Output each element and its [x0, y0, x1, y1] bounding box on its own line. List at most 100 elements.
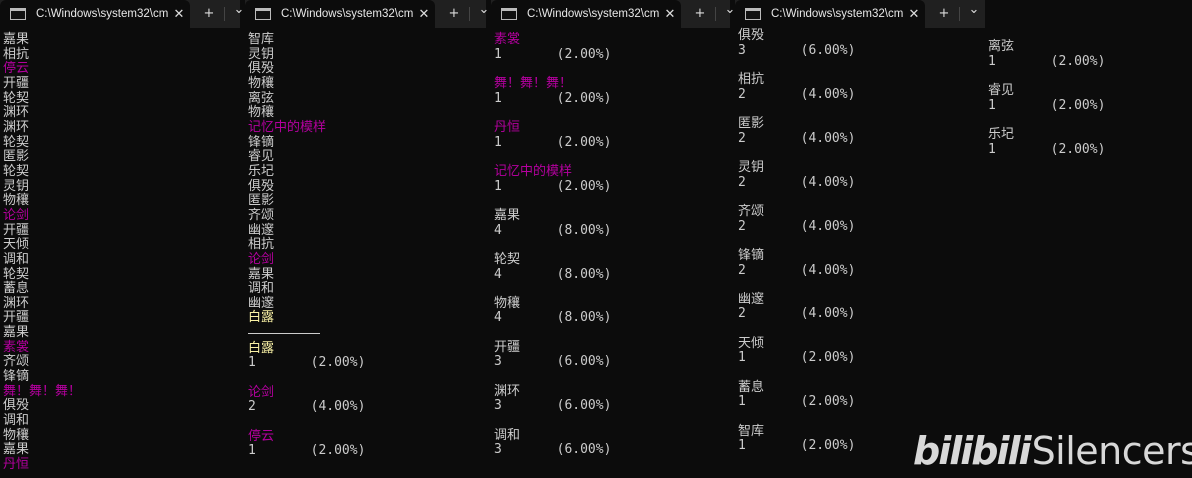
output-line: 匿影: [3, 149, 30, 165]
blank-line: [494, 62, 611, 77]
terminal-window: C:\Windows\system32\cmd.exe✕+⌄嘉果相抗停云开疆轮契…: [0, 0, 245, 478]
output-line: 幽邃: [248, 222, 275, 238]
tab-dropdown-button[interactable]: ⌄: [478, 2, 490, 17]
stat-count: 2 (4.00%): [738, 174, 856, 190]
new-tab-button[interactable]: +: [938, 6, 950, 21]
output-line: 轮契: [3, 163, 30, 179]
stat-name: 乐圮: [988, 126, 1015, 142]
tab-dropdown-button[interactable]: ⌄: [968, 2, 980, 17]
stat-count: 1 (2.00%): [248, 443, 366, 459]
blank-line: [738, 234, 855, 249]
close-tab-icon[interactable]: ✕: [418, 6, 430, 21]
tab-dropdown-button[interactable]: ⌄: [724, 2, 736, 17]
new-tab-button[interactable]: +: [203, 6, 215, 21]
terminal-icon: [501, 8, 517, 20]
output-line: 嘉果: [248, 266, 275, 282]
blank-line: [494, 414, 611, 429]
blank-line: [988, 69, 1105, 84]
output-line: 调和: [3, 251, 30, 267]
tab-cmd[interactable]: C:\Windows\system32\cmd.exe ✕: [735, 0, 925, 28]
blank-line: [988, 157, 1105, 172]
new-tab-button[interactable]: +: [694, 6, 706, 21]
blank-line: [494, 194, 611, 209]
separator-line: [248, 326, 320, 335]
tab-cmd[interactable]: C:\Windows\system32\cmd.exe ✕: [0, 0, 190, 28]
output-line: 轮契: [3, 90, 30, 106]
output-line: 相抗: [3, 46, 30, 62]
blank-line: [494, 106, 611, 121]
stat-name: 俱殁: [738, 28, 765, 43]
blank-line: [738, 58, 855, 73]
blank-line: [988, 113, 1105, 128]
stat-count: 1 (2.00%): [988, 97, 1106, 113]
stat-name: 智库: [738, 423, 765, 439]
output-line: 轮契: [3, 266, 30, 282]
stat-count: 1 (2.00%): [494, 134, 612, 150]
tab-cmd[interactable]: C:\Windows\system32\cmd.exe ✕: [491, 0, 681, 28]
output-line: 物穰: [248, 105, 275, 121]
bilibili-watermark: bilibiliSilencersn: [913, 428, 1192, 474]
output-line: 论剑: [248, 251, 275, 267]
output-line: 记忆中的模样: [248, 119, 327, 135]
stat-count: 1 (2.00%): [988, 141, 1106, 157]
blank-line: [738, 190, 855, 205]
blank-line: [738, 102, 855, 117]
terminal-window: 离弦 1 (2.00%) 睿见 1 (2.00%) 乐圮 1 (2.00%): [985, 0, 1192, 478]
stat-name: 灵钥: [738, 159, 765, 175]
output-line: 灵钥: [3, 178, 30, 194]
blank-line: [738, 410, 855, 425]
bilibili-logo: bilibili: [913, 429, 1032, 473]
terminal-output: 素裳 1 (2.00%) 舞！舞！舞！ 1 (2.00%) 丹恒 1 (2.00%) 记忆中…: [494, 32, 612, 473]
stat-name: 锋镝: [738, 247, 765, 263]
output-line: 开疆: [3, 75, 30, 91]
blank-line: [494, 282, 611, 297]
terminal-icon: [10, 8, 26, 20]
output-line: 智库: [248, 32, 275, 47]
stat-count: 1 (2.00%): [738, 394, 856, 410]
output-line: 开疆: [3, 222, 30, 238]
output-line: 丹恒: [3, 457, 30, 473]
stat-count: 3 (6.00%): [494, 442, 612, 458]
stat-name: 轮契: [494, 251, 521, 267]
watermark-username: Silencersn: [1031, 429, 1192, 473]
output-line: 论剑: [3, 207, 30, 223]
stat-name: 渊环: [494, 383, 521, 399]
new-tab-button[interactable]: +: [448, 6, 460, 21]
tab-strip: C:\Windows\system32\cmd.exe ✕ + ⌄: [0, 0, 244, 28]
output-line: 齐颂: [3, 354, 30, 370]
stat-count: 2 (4.00%): [738, 262, 856, 278]
tab-divider: [715, 7, 716, 21]
tab-title: C:\Windows\system32\cmd.exe: [771, 8, 903, 20]
blank-line: [494, 370, 611, 385]
output-line: 乐圮: [248, 163, 275, 179]
stat-count: 1 (2.00%): [738, 350, 856, 366]
tab-divider: [469, 7, 470, 21]
tab-divider: [224, 7, 225, 21]
stat-count: 3 (6.00%): [494, 398, 612, 414]
terminal-window: C:\Windows\system32\cmd.exe✕+⌄智库灵钥俱殁物穰离弦…: [245, 0, 491, 478]
terminal-output: 智库 灵钥 俱殁 物穰 离弦 物穰 记忆中的模样 锋镝 睿见 乐圮 俱殁 匿影 齐颂 幽邃 相抗 论剑 嘉果 调和…: [248, 32, 366, 474]
tab-cmd[interactable]: C:\Windows\system32\cmd.exe ✕: [245, 0, 435, 28]
output-line: 俱殁: [248, 61, 275, 77]
stat-name: 物穰: [494, 295, 521, 311]
stat-name: 停云: [248, 428, 275, 444]
stat-name: 齐颂: [738, 203, 765, 219]
stat-count: 2 (4.00%): [738, 86, 856, 102]
close-tab-icon[interactable]: ✕: [664, 6, 676, 21]
output-line: 物穰: [3, 427, 30, 443]
blank-line: [248, 415, 365, 430]
close-tab-icon[interactable]: ✕: [908, 6, 920, 21]
stat-name: 舞！舞！舞！: [494, 75, 573, 91]
stat-count: 4 (8.00%): [494, 266, 612, 282]
tab-dropdown-button[interactable]: ⌄: [233, 2, 245, 17]
stat-count: 2 (4.00%): [738, 130, 856, 146]
output-line: 物穰: [3, 193, 30, 209]
close-tab-icon[interactable]: ✕: [173, 6, 185, 21]
stat-name: 嘉果: [494, 207, 521, 223]
stat-count: 1 (2.00%): [988, 53, 1106, 69]
output-line: 白露: [248, 310, 275, 326]
tab-strip: C:\Windows\system32\cmd.exe ✕ + ⌄: [735, 0, 985, 28]
stat-name: 蓄息: [738, 379, 765, 395]
stat-count: 4 (8.00%): [494, 222, 612, 238]
stat-name: 离弦: [988, 39, 1015, 54]
